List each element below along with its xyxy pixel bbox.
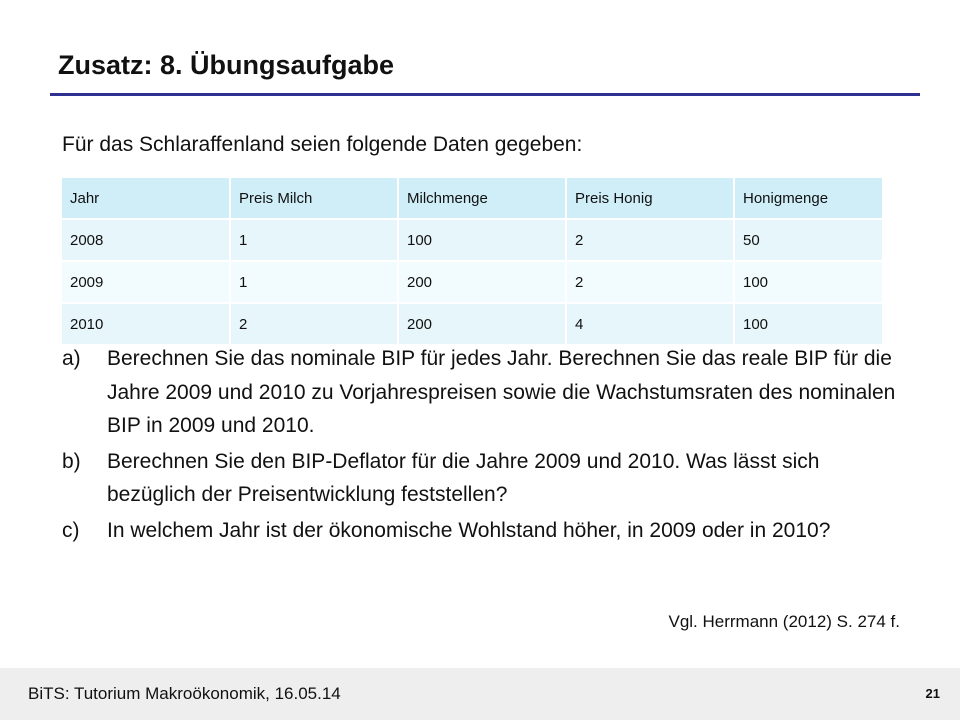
task-text: In welchem Jahr ist der ökonomische Wohl… xyxy=(107,518,831,542)
table-row: 2010 2 200 4 100 xyxy=(62,303,882,346)
column-header-preis-honig: Preis Honig xyxy=(566,178,735,220)
column-header-preis-milch: Preis Milch xyxy=(230,178,399,220)
source-citation: Vgl. Herrmann (2012) S. 274 f. xyxy=(668,612,900,631)
table-cell: 100 xyxy=(398,219,567,262)
table-cell: 2008 xyxy=(62,219,231,262)
table-cell: 100 xyxy=(734,261,882,304)
title-divider xyxy=(50,93,920,96)
table-cell: 200 xyxy=(398,261,567,304)
table-cell: 4 xyxy=(566,303,735,346)
task-c: c) In welchem Jahr ist der ökonomische W… xyxy=(62,514,902,548)
task-a: a) Berechnen Sie das nominale BIP für je… xyxy=(62,342,902,443)
task-marker: a) xyxy=(62,347,81,370)
table-cell: 100 xyxy=(734,303,882,346)
footer-bar xyxy=(0,668,960,720)
footer-text: BiTS: Tutorium Makroökonomik, 16.05.14 xyxy=(28,684,341,703)
column-header-honigmenge: Honigmenge xyxy=(734,178,882,220)
column-header-milchmenge: Milchmenge xyxy=(398,178,567,220)
table-header-row: Jahr Preis Milch Milchmenge Preis Honig … xyxy=(62,178,882,220)
column-header-jahr: Jahr xyxy=(62,178,231,220)
task-text: Berechnen Sie den BIP-Deflator für die J… xyxy=(107,449,820,507)
table-row: 2008 1 100 2 50 xyxy=(62,219,882,262)
page-number: 21 xyxy=(925,686,940,701)
data-table: Jahr Preis Milch Milchmenge Preis Honig … xyxy=(62,178,882,346)
intro-text: Für das Schlaraffenland seien folgende D… xyxy=(62,133,583,156)
slide-title: Zusatz: 8. Übungsaufgabe xyxy=(58,50,395,80)
table-cell: 2 xyxy=(566,261,735,304)
table-cell: 2 xyxy=(230,303,399,346)
table-cell: 50 xyxy=(734,219,882,262)
table-cell: 1 xyxy=(230,219,399,262)
task-marker: b) xyxy=(62,449,81,473)
table-cell: 1 xyxy=(230,261,399,304)
task-marker: c) xyxy=(62,518,80,542)
table-cell: 2009 xyxy=(62,261,231,304)
task-text: Berechnen Sie das nominale BIP für jedes… xyxy=(107,347,896,438)
task-list: a) Berechnen Sie das nominale BIP für je… xyxy=(62,342,902,550)
task-b: b) Berechnen Sie den BIP-Deflator für di… xyxy=(62,445,902,512)
table-cell: 2010 xyxy=(62,303,231,346)
table-row: 2009 1 200 2 100 xyxy=(62,261,882,304)
table-cell: 2 xyxy=(566,219,735,262)
table-cell: 200 xyxy=(398,303,567,346)
